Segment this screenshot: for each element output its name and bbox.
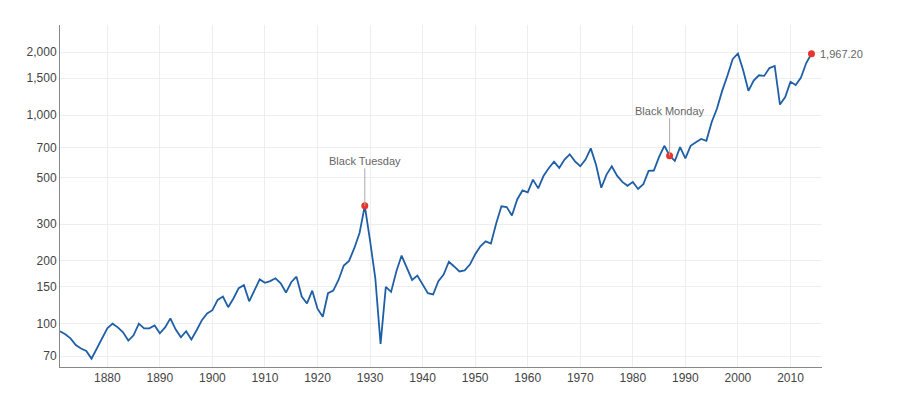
svg-text:100: 100 <box>37 317 57 331</box>
svg-text:1930: 1930 <box>357 371 384 385</box>
svg-text:1890: 1890 <box>146 371 173 385</box>
svg-text:2000: 2000 <box>725 371 752 385</box>
svg-text:1980: 1980 <box>619 371 646 385</box>
svg-text:150: 150 <box>37 280 57 294</box>
svg-text:200: 200 <box>37 254 57 268</box>
svg-text:2,000: 2,000 <box>27 45 57 59</box>
svg-text:1960: 1960 <box>514 371 541 385</box>
svg-text:1950: 1950 <box>462 371 489 385</box>
svg-text:2010: 2010 <box>777 371 804 385</box>
svg-text:1910: 1910 <box>252 371 279 385</box>
svg-text:700: 700 <box>37 141 57 155</box>
svg-text:1,967.20: 1,967.20 <box>820 48 863 60</box>
svg-text:1,500: 1,500 <box>27 71 57 85</box>
svg-text:Black Tuesday: Black Tuesday <box>329 155 401 167</box>
svg-text:1970: 1970 <box>567 371 594 385</box>
svg-text:1920: 1920 <box>304 371 331 385</box>
svg-text:1900: 1900 <box>199 371 226 385</box>
svg-text:1940: 1940 <box>409 371 436 385</box>
svg-text:300: 300 <box>37 217 57 231</box>
svg-text:1880: 1880 <box>94 371 121 385</box>
svg-text:1,000: 1,000 <box>27 108 57 122</box>
svg-text:500: 500 <box>37 171 57 185</box>
svg-text:1990: 1990 <box>672 371 699 385</box>
svg-text:70: 70 <box>43 349 57 363</box>
svg-text:Black Monday: Black Monday <box>635 105 705 117</box>
